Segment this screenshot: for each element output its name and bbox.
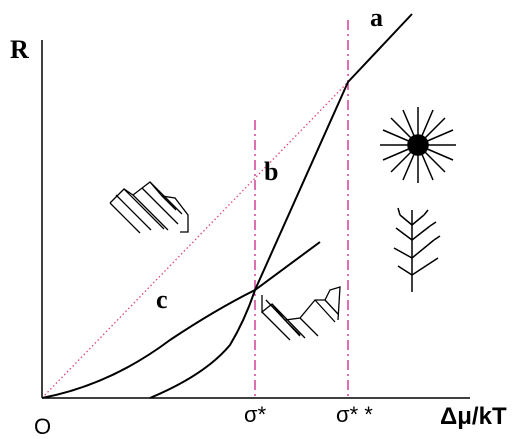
curve-label-a: a xyxy=(370,3,383,32)
curve-label-c: c xyxy=(156,285,168,314)
stepped-surface xyxy=(109,181,189,234)
dendrite xyxy=(393,207,441,292)
curve-ab xyxy=(149,13,413,399)
sigma-star-star-label: σ* * xyxy=(336,402,373,427)
spherulite xyxy=(380,107,456,183)
origin-label: O xyxy=(34,414,51,439)
y-axis-label: R xyxy=(10,35,29,64)
curve-c xyxy=(41,241,321,399)
sigma-star-label: σ* xyxy=(244,402,267,427)
dotted-line xyxy=(41,81,349,399)
rough-surface xyxy=(261,286,341,341)
curve-label-b: b xyxy=(264,157,278,186)
x-axis-label: Δμ/kT xyxy=(440,403,507,430)
